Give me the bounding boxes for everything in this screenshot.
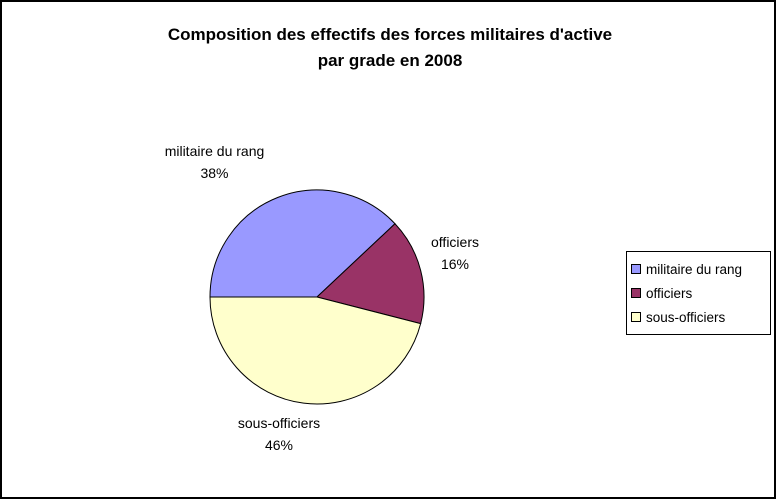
legend-item-officiers: officiers <box>631 281 766 305</box>
slice-label-sous-officiers-pct: 46% <box>264 437 294 453</box>
chart-title-line2: par grade en 2008 <box>317 51 463 70</box>
slice-label-sous-officiers: sous-officiers 46% <box>190 412 368 456</box>
legend: militaire du rang officiers sous-officie… <box>626 251 771 335</box>
pie-slice-officiers <box>315 223 425 325</box>
legend-item-militaire-du-rang: militaire du rang <box>631 257 766 281</box>
pie-chart <box>207 187 427 407</box>
slice-label-militaire-du-rang-pct: 38% <box>200 165 229 181</box>
legend-swatch-icon <box>631 264 641 274</box>
legend-swatch-icon <box>631 312 641 322</box>
legend-label: sous-officiers <box>646 309 726 325</box>
slice-label-officiers-pct: 16% <box>440 256 470 272</box>
legend-swatch-icon <box>631 288 641 298</box>
chart-title: Composition des effectifs des forces mil… <box>2 22 774 74</box>
slice-label-sous-officiers-name: sous-officiers <box>237 415 321 431</box>
pie-slice-sous-officiers <box>209 296 422 405</box>
slice-label-officiers-name: officiers <box>431 234 479 250</box>
pie-slice-militaire-du-rang <box>209 189 396 298</box>
slice-label-militaire-du-rang-name: militaire du rang <box>164 143 265 159</box>
pie-svg <box>209 189 425 405</box>
chart-title-line1: Composition des effectifs des forces mil… <box>167 25 613 44</box>
slice-label-officiers: officiers 16% <box>410 231 500 275</box>
legend-item-sous-officiers: sous-officiers <box>631 305 766 329</box>
slice-label-militaire-du-rang: militaire du rang 38% <box>112 140 317 184</box>
legend-label: officiers <box>646 285 693 301</box>
legend-label: militaire du rang <box>646 261 743 277</box>
